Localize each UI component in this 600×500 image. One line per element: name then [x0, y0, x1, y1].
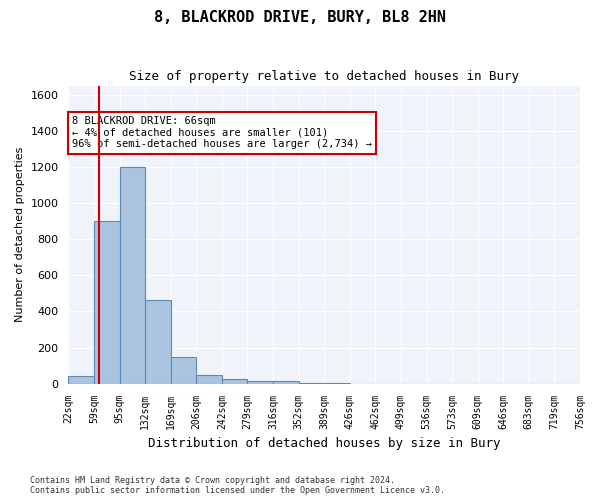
Bar — [94, 221, 119, 384]
Bar — [119, 167, 145, 384]
X-axis label: Distribution of detached houses by size in Bury: Distribution of detached houses by size … — [148, 437, 500, 450]
Bar — [196, 374, 222, 384]
Bar — [171, 356, 196, 384]
Y-axis label: Number of detached properties: Number of detached properties — [15, 147, 25, 322]
Text: Contains HM Land Registry data © Crown copyright and database right 2024.
Contai: Contains HM Land Registry data © Crown c… — [30, 476, 445, 495]
Title: Size of property relative to detached houses in Bury: Size of property relative to detached ho… — [129, 70, 519, 83]
Bar — [247, 381, 273, 384]
Bar — [68, 376, 94, 384]
Bar — [145, 300, 171, 384]
Text: 8, BLACKROD DRIVE, BURY, BL8 2HN: 8, BLACKROD DRIVE, BURY, BL8 2HN — [154, 10, 446, 25]
Bar — [222, 379, 247, 384]
Bar — [299, 383, 324, 384]
Text: 8 BLACKROD DRIVE: 66sqm
← 4% of detached houses are smaller (101)
96% of semi-de: 8 BLACKROD DRIVE: 66sqm ← 4% of detached… — [72, 116, 372, 150]
Bar — [273, 381, 299, 384]
